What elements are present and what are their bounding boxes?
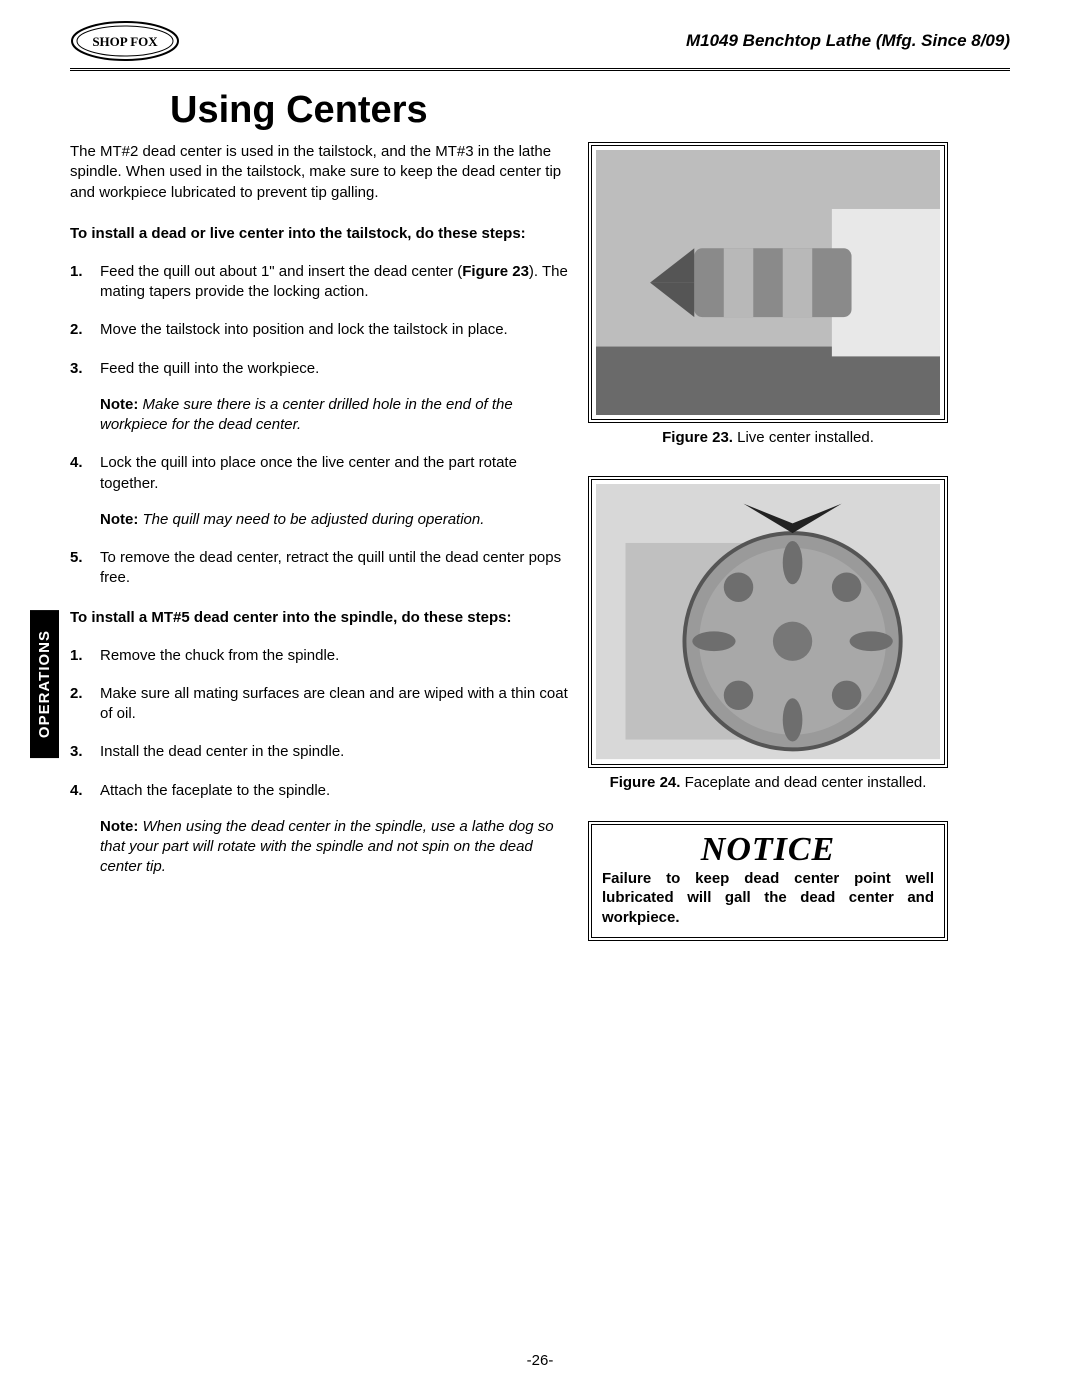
step-text: To remove the dead center, retract the q… <box>100 549 561 586</box>
step-item: Make sure all mating surfaces are clean … <box>70 684 570 725</box>
step-text: Remove the chuck from the spindle. <box>100 647 339 664</box>
step-text: Install the dead center in the spindle. <box>100 743 344 760</box>
caption-label: Figure 24. <box>610 774 681 791</box>
step-item: Move the tailstock into position and loc… <box>70 320 570 340</box>
notice-box: NOTICE Failure to keep dead center point… <box>588 821 948 942</box>
subheading-1: To install a dead or live center into th… <box>70 223 570 244</box>
step-text: Make sure all mating surfaces are clean … <box>100 685 568 722</box>
svg-text:SHOP FOX: SHOP FOX <box>92 34 158 49</box>
section-title: Using Centers <box>170 89 1010 132</box>
step-text: Feed the quill out about 1" and insert t… <box>100 263 462 280</box>
note-text: When using the dead center in the spindl… <box>100 818 554 876</box>
step-item: Install the dead center in the spindle. <box>70 742 570 762</box>
document-title: M1049 Benchtop Lathe (Mfg. Since 8/09) <box>686 31 1010 51</box>
notice-body: Failure to keep dead center point well l… <box>602 869 934 928</box>
caption-text: Live center installed. <box>733 429 874 446</box>
caption-label: Figure 23. <box>662 429 733 446</box>
step-item: Attach the faceplate to the spindle. Not… <box>70 781 570 878</box>
steps-list-2: Remove the chuck from the spindle. Make … <box>70 646 570 878</box>
step-item: To remove the dead center, retract the q… <box>70 548 570 589</box>
left-column: The MT#2 dead center is used in the tail… <box>70 142 570 941</box>
steps-list-1: Feed the quill out about 1" and insert t… <box>70 262 570 589</box>
step-text: Move the tailstock into position and loc… <box>100 321 508 338</box>
page-number: -26- <box>0 1352 1080 1369</box>
page-header: SHOP FOX M1049 Benchtop Lathe (Mfg. Sinc… <box>70 20 1010 71</box>
figure-23-image <box>596 150 940 415</box>
brand-logo: SHOP FOX <box>70 20 180 62</box>
step-item: Feed the quill out about 1" and insert t… <box>70 262 570 303</box>
note-label: Note: <box>100 818 143 835</box>
step-text: Attach the faceplate to the spindle. <box>100 782 330 799</box>
step-item: Lock the quill into place once the live … <box>70 453 570 530</box>
step-text: Lock the quill into place once the live … <box>100 454 517 491</box>
notice-title: NOTICE <box>602 831 934 869</box>
note-label: Note: <box>100 396 143 413</box>
step-item: Remove the chuck from the spindle. <box>70 646 570 666</box>
right-column: Figure 23. Live center installed. <box>588 142 948 941</box>
section-tab: OPERATIONS <box>30 610 59 758</box>
intro-paragraph: The MT#2 dead center is used in the tail… <box>70 142 570 203</box>
figure-24-box <box>588 476 948 767</box>
note-label: Note: <box>100 511 143 528</box>
note-text: Make sure there is a center drilled hole… <box>100 396 513 433</box>
step-item: Feed the quill into the workpiece. Note:… <box>70 359 570 436</box>
figure-23-box <box>588 142 948 423</box>
subheading-2: To install a MT#5 dead center into the s… <box>70 607 570 628</box>
figure-23-caption: Figure 23. Live center installed. <box>588 429 948 446</box>
note-text: The quill may need to be adjusted during… <box>143 511 485 528</box>
caption-text: Faceplate and dead center installed. <box>680 774 926 791</box>
figure-24-image <box>596 484 940 759</box>
step-text: Feed the quill into the workpiece. <box>100 360 319 377</box>
figure-24-caption: Figure 24. Faceplate and dead center ins… <box>588 774 948 791</box>
figure-ref: Figure 23 <box>462 263 529 280</box>
